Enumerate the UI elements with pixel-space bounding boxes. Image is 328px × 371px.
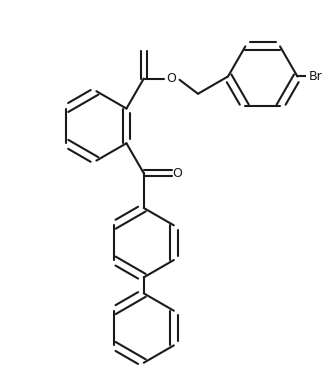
Text: Br: Br (309, 70, 323, 83)
Text: O: O (173, 167, 182, 180)
Text: O: O (167, 72, 176, 85)
